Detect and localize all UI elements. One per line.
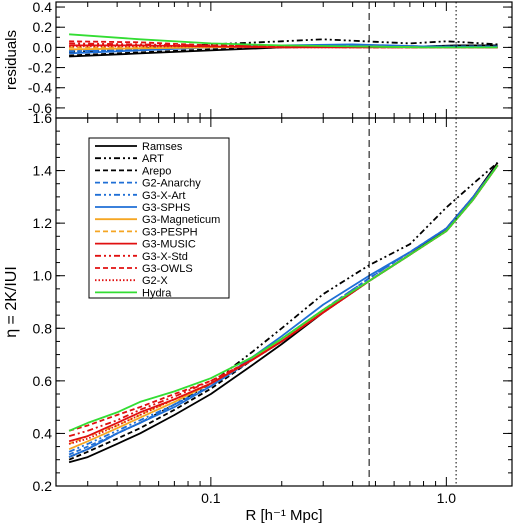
residuals-ytick-label: 0.2: [33, 19, 53, 35]
legend-label: G3-OWLS: [142, 263, 193, 275]
main-ticks: 0.1 1.0 0.2 0.4 0.6 0.8 1.0 1.2 1.4 1.6: [33, 110, 512, 506]
legend-label: G3-PESPH: [142, 226, 198, 238]
residuals-ytick-label: -0.6: [28, 100, 52, 116]
legend-label: G2-X: [142, 275, 168, 287]
main-xlabel: R [h⁻¹ Mpc]: [245, 507, 322, 524]
legend: RamsesARTArepoG2-AnarchyG3-X-ArtG3-SPHSG…: [88, 137, 230, 299]
main-ytick-label: 0.6: [33, 373, 53, 389]
residuals-ytick-label: -0.4: [28, 80, 52, 96]
residuals-ylabel: residuals: [3, 30, 20, 90]
main-panel: 0.1 1.0 0.2 0.4 0.6 0.8 1.0 1.2 1.4 1.6 η = 2K/IU…: [3, 110, 513, 524]
main-ytick-label: 0.2: [33, 478, 53, 494]
main-ytick-label: 1.6: [33, 110, 53, 126]
legend-label: G2-Anarchy: [142, 178, 201, 190]
legend-label: G3-Magneticum: [142, 214, 220, 226]
main-series-hydra: [68, 164, 499, 432]
legend-label: Arepo: [142, 165, 171, 177]
legend-box: [88, 137, 230, 299]
residuals-series-hydra: [69, 33, 498, 49]
legend-label: Hydra: [142, 287, 172, 299]
legend-label: G3-SPHS: [142, 202, 190, 214]
main-vlines: [368, 118, 457, 486]
residuals-vlines: [368, 2, 457, 118]
legend-label: ART: [142, 153, 164, 165]
main-ylabel: η = 2K/IUI: [3, 266, 20, 338]
residuals-ytick-label: -0.2: [28, 60, 52, 76]
residuals-frame: [55, 1, 513, 119]
main-xtick-label: 0.1: [201, 490, 221, 506]
main-frame: [55, 117, 513, 487]
main-series-g3-sphs: [68, 164, 499, 458]
residuals-panel: 0.4 0.2 0.0 -0.2 -0.4 -0.6 residuals: [3, 0, 513, 119]
legend-label: G3-X-Std: [142, 251, 188, 263]
residuals-ytick-label: 0.0: [33, 39, 53, 55]
main-ytick-label: 1.2: [33, 215, 53, 231]
main-ytick-label: 0.8: [33, 320, 53, 336]
legend-label: G3-X-Art: [142, 190, 185, 202]
main-series: [68, 162, 499, 464]
legend-label: Ramses: [142, 141, 183, 153]
residuals-series: [69, 33, 498, 58]
residuals-grid: 0.4 0.2 0.0 -0.2 -0.4 -0.6: [28, 0, 512, 119]
legend-label: G3-MUSIC: [142, 239, 196, 251]
main-ytick-label: 1.4: [33, 163, 53, 179]
main-ytick-label: 0.4: [33, 425, 53, 441]
residuals-series-art: [69, 38, 498, 54]
main-ytick-label: 1.0: [33, 268, 53, 284]
main-xtick-label: 1.0: [437, 490, 457, 506]
residuals-ytick-label: 0.4: [33, 0, 53, 15]
